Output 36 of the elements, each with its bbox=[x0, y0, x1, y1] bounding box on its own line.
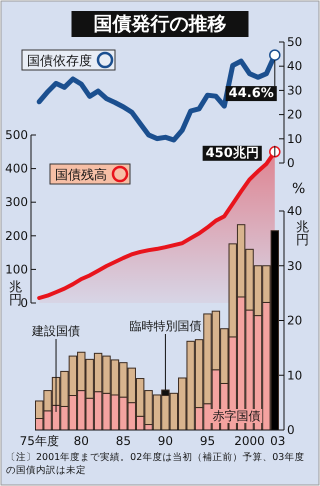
y-axis-title: 兆円 bbox=[296, 220, 309, 248]
y-tick-label: 0 bbox=[287, 423, 295, 437]
data-label: 44.6% bbox=[228, 86, 274, 102]
y-tick-label: 30 bbox=[287, 83, 302, 98]
y-tick-label: 50 bbox=[287, 35, 302, 49]
chart-title: 国債発行の推移 bbox=[94, 13, 226, 35]
y-tick-label: 400 bbox=[5, 162, 28, 176]
series-label: 赤字国債 bbox=[212, 409, 260, 423]
y-axis-title: 兆円 bbox=[9, 280, 22, 308]
legend-label: 国債残高 bbox=[55, 167, 107, 183]
x-tick-label: 75年度 bbox=[20, 434, 59, 448]
y-tick-label: 20 bbox=[287, 108, 302, 122]
y-axis-title: % bbox=[292, 181, 306, 197]
y-tick-label: 500 bbox=[5, 128, 28, 142]
x-tick-label: 90 bbox=[158, 434, 174, 448]
y-tick-label: 0 bbox=[287, 156, 295, 170]
y-tick-label: 100 bbox=[5, 262, 28, 276]
y-tick-label: 40 bbox=[287, 59, 302, 74]
legend-label: 国債依存度 bbox=[27, 53, 92, 69]
text: 臨時特別国債 bbox=[129, 319, 202, 333]
y-tick-label: 10 bbox=[287, 132, 302, 146]
y-tick-label: 40 bbox=[287, 204, 302, 218]
y-tick-label: 300 bbox=[5, 195, 28, 210]
y-tick-label: 10 bbox=[287, 368, 302, 382]
x-tick-label: 2000 bbox=[234, 434, 265, 448]
data-label: 450兆円 bbox=[206, 146, 259, 161]
x-tick-label: 85 bbox=[116, 434, 131, 448]
x-tick-label: 95 bbox=[200, 434, 216, 448]
series-label: 建設国債 bbox=[31, 324, 80, 338]
x-tick-label: 03 bbox=[270, 434, 286, 448]
y-tick-label: 30 bbox=[287, 258, 302, 273]
text: 〔注〕2001年度まで実績。02年度は当初（補正前）予算、03年度の国債内訳は未定 bbox=[6, 451, 306, 477]
y-tick-label: 200 bbox=[5, 228, 28, 243]
y-tick-label: 0 bbox=[20, 296, 28, 310]
x-tick-label: 80 bbox=[74, 434, 89, 448]
y-tick-label: 20 bbox=[287, 314, 302, 328]
